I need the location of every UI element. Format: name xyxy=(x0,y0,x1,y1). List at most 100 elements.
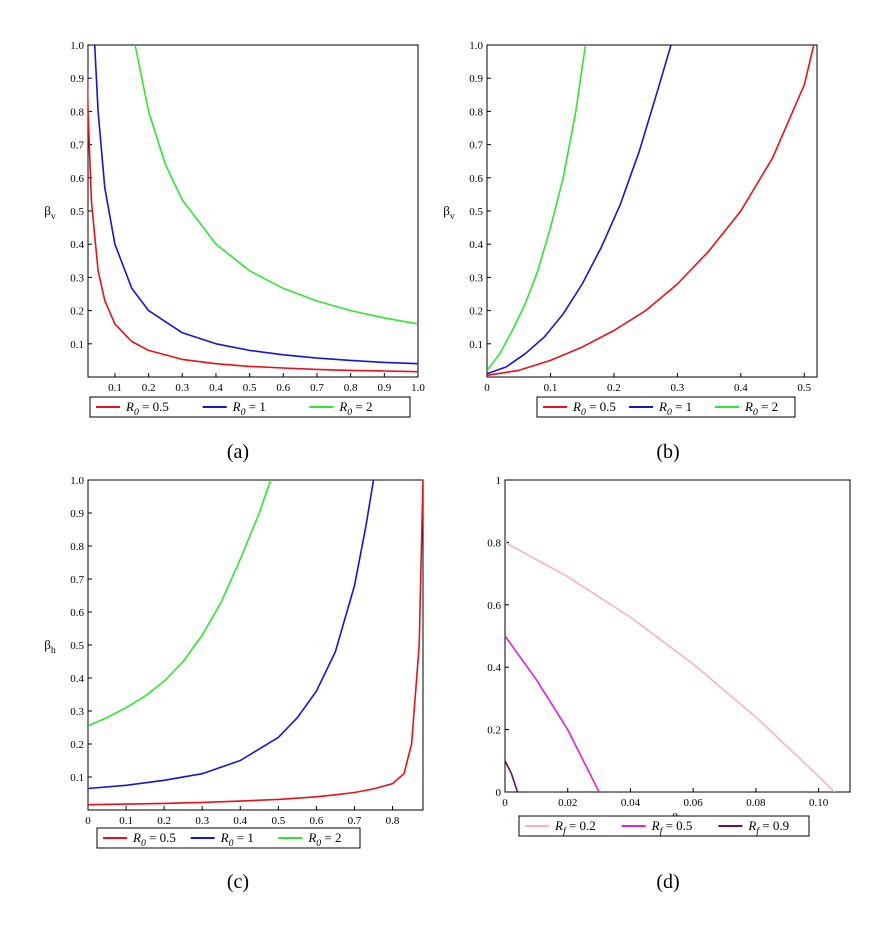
plot-frame xyxy=(504,479,851,793)
x-tick-label: 0.3 xyxy=(175,382,189,394)
series-group xyxy=(505,541,835,792)
x-tick-label: 0.5 xyxy=(243,382,257,394)
x-tick-label: 0.6 xyxy=(276,382,290,394)
y-tick-label: 0.6 xyxy=(70,173,84,185)
y-tick-label: 0.2 xyxy=(70,306,84,318)
series-group xyxy=(487,45,815,377)
x-tick-label: 0.4 xyxy=(209,382,223,394)
y-tick-label: 1.0 xyxy=(70,40,84,52)
x-tick-label: 0.7 xyxy=(310,382,324,394)
legend-label: Rf = 0.5 xyxy=(651,818,693,837)
chart-d: 00.020.040.060.080.1000.20.40.60.81θvRf … xyxy=(487,475,851,893)
y-tick-label: 0.4 xyxy=(487,662,501,674)
y-tick-label: 1.0 xyxy=(469,40,483,52)
y-tick-label: 0.4 xyxy=(70,673,84,685)
legend-label: R0 = 0.5 xyxy=(132,830,176,849)
y-tick-label: 0.3 xyxy=(469,272,483,284)
legend: R0 = 0.5 R0 = 1 R0 = 2 xyxy=(89,396,411,418)
series-line-2 xyxy=(88,480,375,790)
series-line-3 xyxy=(505,760,519,792)
x-tick-label: 0.8 xyxy=(386,815,400,827)
y-tick-label: 0.9 xyxy=(70,508,84,520)
x-tick-label: 0.02 xyxy=(558,797,577,809)
y-tick-label: 0.3 xyxy=(70,272,84,284)
x-tick-label: 0.3 xyxy=(195,815,209,827)
y-tick-label: 0.9 xyxy=(70,73,84,85)
x-tick-label: 0.10 xyxy=(809,797,829,809)
x-tick-label: 0.2 xyxy=(607,382,621,394)
y-axis-label: βv xyxy=(44,203,56,222)
y-tick-label: 0.2 xyxy=(487,725,501,737)
series-line-3 xyxy=(134,45,418,325)
y-tick-label: 0.4 xyxy=(70,239,84,251)
legend: R0 = 0.5 R0 = 1 R0 = 2 xyxy=(96,827,361,849)
legend-label: Rf = 0.2 xyxy=(554,818,596,837)
x-tick-label: 0.08 xyxy=(746,797,766,809)
y-tick-label: 0.8 xyxy=(70,541,84,553)
chart-c: 0 0.1 0.2 0.3 0.4 0.5 0.6 0.7 0.8 0.1 0.2 0.3 0.4 0.5… xyxy=(44,475,424,893)
y-tick-label: 0.1 xyxy=(70,339,84,351)
legend: R0 = 0.5 R0 = 1 R0 = 2 xyxy=(536,396,796,418)
legend-box xyxy=(96,827,361,849)
legend-label: R0 = 2 xyxy=(338,399,372,418)
x-tick-label: 0.5 xyxy=(797,382,811,394)
legend-box xyxy=(89,396,411,418)
y-tick-label: 0.7 xyxy=(70,140,84,152)
y-tick-label: 0.8 xyxy=(487,537,501,549)
y-tick-label: 0.8 xyxy=(469,106,483,118)
legend-label: R0 = 2 xyxy=(744,399,778,418)
x-tick-label: 0.6 xyxy=(310,815,324,827)
y-tick-label: 0.2 xyxy=(70,739,84,751)
y-tick-label: 0.6 xyxy=(469,173,483,185)
x-tick-label: 0.5 xyxy=(271,815,285,827)
x-tick-label: 0.2 xyxy=(157,815,171,827)
x-tick-label: 0.4 xyxy=(734,382,748,394)
y-tick-label: 1.0 xyxy=(70,475,84,487)
y-tick-label: 0.3 xyxy=(70,706,84,718)
y-tick-label: 0.2 xyxy=(469,306,483,318)
series-group xyxy=(88,45,418,373)
y-tick-label: 0.5 xyxy=(70,640,84,652)
legend-label: R0 = 2 xyxy=(307,830,341,849)
panel-label: (a) xyxy=(227,441,249,463)
x-tick-label: 0 xyxy=(484,382,490,394)
legend-label: R0 = 1 xyxy=(232,399,266,418)
x-tick-label: 0.9 xyxy=(377,382,391,394)
y-tick-label: 0.7 xyxy=(469,140,483,152)
series-line-2 xyxy=(93,45,418,365)
plot-frame xyxy=(87,44,419,378)
y-tick-label: 0.5 xyxy=(469,206,483,218)
x-tick-label: 1.0 xyxy=(411,382,425,394)
y-tick-label: 0.8 xyxy=(70,106,84,118)
series-line-2 xyxy=(487,45,672,375)
plot-frame xyxy=(486,44,818,378)
legend-label: R0 = 0.5 xyxy=(572,399,616,418)
y-tick-label: 0 xyxy=(496,787,502,799)
legend-box xyxy=(518,815,810,837)
legend-label: Rf = 0.9 xyxy=(747,818,789,837)
x-tick-label: 0.1 xyxy=(544,382,558,394)
y-tick-label: 0.6 xyxy=(70,607,84,619)
series-line-3 xyxy=(487,45,587,371)
legend-label: R0 = 1 xyxy=(658,399,692,418)
legend: Rf = 0.2 Rf = 0.5 Rf = 0.9 xyxy=(518,815,810,837)
y-axis-label: βh xyxy=(44,637,56,656)
y-tick-label: 0.9 xyxy=(469,73,483,85)
panel-label: (c) xyxy=(227,871,249,893)
x-tick-label: 0.06 xyxy=(684,797,704,809)
y-tick-label: 1 xyxy=(496,475,502,487)
series-line-1 xyxy=(487,45,815,377)
x-tick-label: 0.04 xyxy=(621,797,641,809)
x-tick-label: 0.3 xyxy=(671,382,685,394)
x-tick-label: 0 xyxy=(85,815,91,827)
series-line-1 xyxy=(88,70,418,373)
series-line-1 xyxy=(88,480,423,806)
x-tick-label: 0.2 xyxy=(142,382,156,394)
x-tick-label: 0.1 xyxy=(119,815,133,827)
series-group xyxy=(88,480,423,806)
x-tick-label: 0.1 xyxy=(108,382,122,394)
y-tick-label: 0.4 xyxy=(469,239,483,251)
chart-a: 0.1 0.2 0.3 0.4 0.5 0.6 0.7 0.8 0.9 1.0 0.1 0.2 0.3 0… xyxy=(44,40,425,463)
legend-box xyxy=(536,396,796,418)
